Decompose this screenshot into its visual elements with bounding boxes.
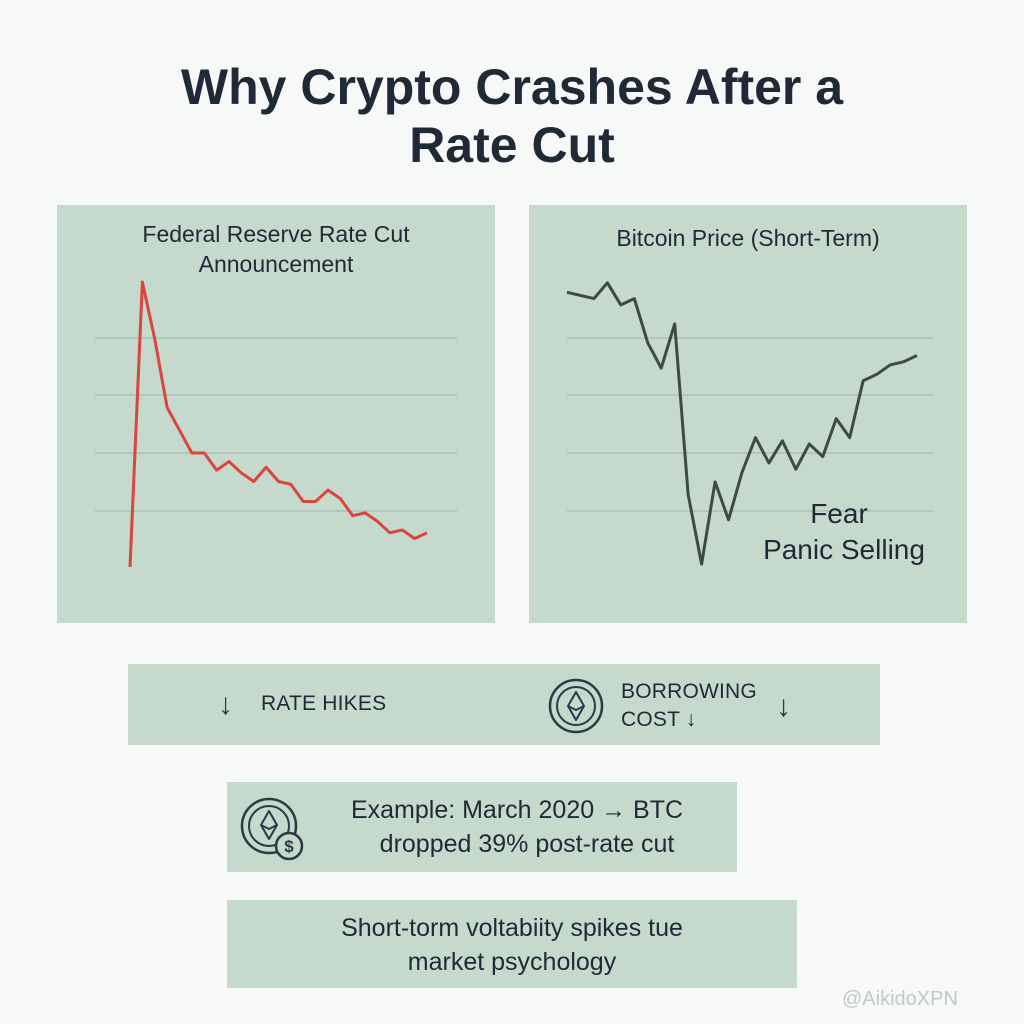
psychology-box: Short-torm voltabiity spikes tue market …: [227, 900, 797, 988]
fed-chart-title-line1: Federal Reserve Rate Cut: [142, 221, 410, 247]
fed-chart-title-line2: Announcement: [198, 251, 354, 277]
example-box: $ Example: March 2020 → BTC dropped 39% …: [227, 782, 737, 872]
psychology-line1: Short-torm voltabiity spikes tue: [341, 914, 683, 942]
btc-chart-title: Bitcoin Price (Short-Term): [616, 225, 880, 251]
crypto-dollar-coin-icon: $: [240, 797, 304, 861]
example-line1: Example: March 2020 → BTC: [350, 796, 684, 824]
fed-chart: [95, 280, 457, 568]
svg-text:$: $: [284, 837, 294, 856]
rate-hikes-label: RATE HIKES: [261, 692, 387, 715]
crypto-coin-icon: [548, 678, 604, 734]
example-line2: dropped 39% post-rate cut: [379, 830, 675, 858]
btc-price-chart-panel: Bitcoin Price (Short-Term) Fear Panic Se…: [529, 205, 967, 623]
watermark: @AikidoXPN: [842, 988, 958, 1010]
page-title-line1: Why Crypto Crashes After a: [180, 59, 844, 115]
borrowing-cost-label-line1: BORROWING: [621, 680, 757, 703]
fed-series-line: [128, 280, 428, 568]
annotation-panic-selling: Panic Selling: [763, 534, 925, 565]
psychology-line2: market psychology: [407, 948, 617, 976]
rate-hikes-strip: ↓ RATE HIKES BORROWING COST ↓ ↓: [128, 664, 880, 745]
btc-chart: [566, 281, 933, 566]
down-arrow-icon: ↓: [218, 688, 233, 721]
down-arrow-icon-2: ↓: [776, 690, 791, 723]
page-title-line2: Rate Cut: [409, 117, 615, 173]
fed-chart-title: Federal Reserve Rate Cut Announcement: [57, 219, 495, 279]
annotation-fear: Fear: [810, 498, 868, 529]
borrowing-cost-label-line2: COST ↓: [621, 708, 697, 731]
fed-rate-chart-panel: Federal Reserve Rate Cut Announcement: [57, 205, 495, 623]
page-title: Why Crypto Crashes After a Rate Cut: [0, 58, 1024, 174]
